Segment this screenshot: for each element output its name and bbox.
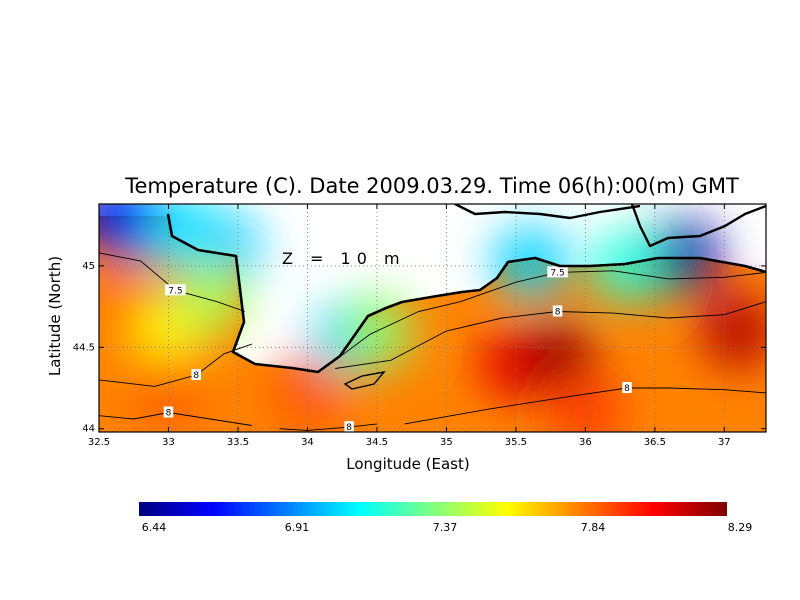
y-axis-ticks: 44 44.5 45 [73,261,766,435]
temperature-sample-15 [700,293,766,369]
coastline [166,213,766,374]
isotherm-label: 7.5 [550,268,564,278]
isotherm-label-box [552,305,563,317]
isotherm-label: 8 [166,409,172,419]
map-area: 7.5 7.5 8 8 8 8 8 [99,204,766,433]
isotherm-label: 8 [193,371,199,381]
coastline-islet [343,370,386,390]
y-tick-label: 44.5 [73,342,95,353]
temperature-sample-14 [491,224,568,301]
temperature-sample-7 [130,358,207,432]
x-tick-label: 32.5 [88,437,110,448]
colorbar-tick-label: 7.37 [433,521,458,534]
isotherm-label: 8 [346,423,352,433]
isotherms: 7.5 7.5 8 8 8 8 8 [99,252,766,433]
x-tick-label: 36.5 [644,437,666,448]
x-tick-label: 35 [440,437,453,448]
x-tick-label: 34.5 [366,437,388,448]
chart-title: Temperature (C). Date 2009.03.29. Time 0… [124,174,739,198]
isotherm-label-box [163,406,174,418]
x-tick-label: 35.5 [505,437,527,448]
temperature-sample-11 [519,317,596,394]
temperature-sample-6 [172,260,249,337]
plot-frame [98,203,767,433]
x-tick-label: 34 [301,437,314,448]
colorbar-tick-label: 6.44 [142,521,167,534]
colorbar-tick-label: 6.91 [285,521,310,534]
isotherm-label: 7.5 [168,286,182,296]
isotherm-8 [279,423,377,431]
temperature-sample-17 [547,374,624,432]
colorbar-tick-label: 7.84 [581,521,606,534]
y-tick-label: 44 [82,424,95,435]
depth-annotation: Z = 10 m [282,249,406,268]
temperature-sample-16 [269,358,346,432]
x-axis-label: Longitude (East) [346,455,469,473]
isotherm-label: 8 [555,308,561,318]
colorbar-tick-label: 8.29 [728,521,753,534]
x-axis-ticks: 32.5 33 33.5 34 34.5 35 35.5 36 36.5 37 [88,204,731,448]
y-axis-label: Latitude (North) [46,256,64,376]
isotherm-label-box [165,284,186,296]
coastline-north [454,204,766,248]
isotherm-label-box [547,266,568,278]
x-tick-label: 33 [162,437,175,448]
x-tick-label: 33.5 [227,437,249,448]
colorbar [139,502,727,516]
isotherm-label: 8 [624,384,630,394]
y-tick-label: 45 [82,261,95,272]
isotherm-label-box [191,369,201,380]
isotherm-label-box [344,421,354,432]
x-tick-label: 36 [579,437,592,448]
isotherm-label-box [622,382,632,393]
x-tick-label: 37 [718,437,731,448]
isotherm-7-5 [334,270,766,361]
colorbar-ticks: 6.44 6.91 7.37 7.84 8.29 [142,521,753,534]
